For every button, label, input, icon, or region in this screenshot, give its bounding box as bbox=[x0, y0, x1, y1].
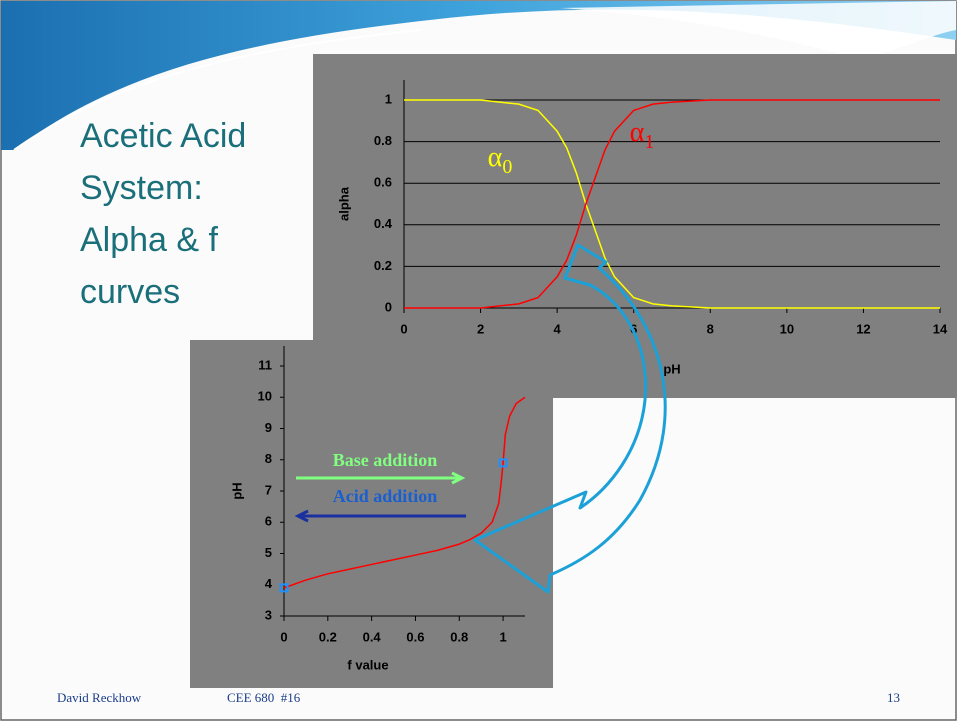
y-tick-label: 8 bbox=[265, 451, 272, 466]
y-tick-label: 7 bbox=[265, 482, 272, 497]
slide: Acetic Acid System: Alpha & f curves 0 0.2 0.… bbox=[0, 0, 957, 721]
x-tick-label: 0.2 bbox=[319, 629, 337, 644]
y-tick-label: 0.4 bbox=[374, 216, 393, 231]
y-tick-label: 9 bbox=[265, 420, 272, 435]
title-line: System: bbox=[80, 169, 203, 207]
annotation-symbol: α bbox=[488, 142, 503, 173]
x-tick-label: 0.6 bbox=[406, 629, 424, 644]
title-line: Alpha & f bbox=[80, 221, 219, 259]
x-tick-label: 10 bbox=[780, 321, 794, 336]
y-tick-label: 5 bbox=[265, 545, 272, 560]
x-tick-label: 0 bbox=[400, 321, 407, 336]
annotation-symbol: α bbox=[630, 117, 645, 148]
y-axis-label: pH bbox=[229, 482, 244, 499]
x-tick-label: 12 bbox=[856, 321, 870, 336]
footer-author: David Reckhow bbox=[57, 690, 142, 705]
x-tick-label: 4 bbox=[554, 321, 562, 336]
annotation-subscript: 0 bbox=[502, 156, 512, 178]
y-tick-label: 11 bbox=[258, 357, 272, 372]
x-tick-label: 1 bbox=[499, 629, 506, 644]
y-tick-label: 4 bbox=[265, 576, 273, 591]
y-tick-label: 1 bbox=[385, 91, 392, 106]
x-tick-label: 8 bbox=[707, 321, 714, 336]
chart: 3 4 5 6 7 8 9 10 11 0 0.2 0.4 0.6 0.8 1 f value pH Base a… bbox=[190, 340, 553, 688]
y-tick-label: 6 bbox=[265, 514, 272, 529]
x-axis-label: pH bbox=[663, 361, 680, 376]
y-tick-label: 0.2 bbox=[374, 258, 392, 273]
x-tick-label: 2 bbox=[477, 321, 484, 336]
x-tick-label: 0.4 bbox=[363, 629, 382, 644]
annotation: Base addition bbox=[333, 450, 438, 470]
x-axis-label: f value bbox=[347, 657, 388, 672]
y-tick-label: 0.8 bbox=[374, 133, 392, 148]
annotation-subscript: 1 bbox=[644, 131, 654, 153]
x-tick-label: 14 bbox=[933, 321, 948, 336]
title-line: curves bbox=[80, 273, 180, 311]
y-tick-label: 0.6 bbox=[374, 175, 392, 190]
page-number: 13 bbox=[887, 690, 900, 705]
y-tick-label: 3 bbox=[265, 607, 272, 622]
y-tick-label: 10 bbox=[258, 389, 272, 404]
x-tick-label: 0 bbox=[280, 629, 287, 644]
annotation: Acid addition bbox=[333, 486, 438, 506]
y-axis-label: alpha bbox=[336, 186, 351, 221]
y-tick-label: 0 bbox=[385, 299, 392, 314]
title-line: Acetic Acid bbox=[80, 117, 246, 155]
x-tick-label: 0.8 bbox=[450, 629, 468, 644]
footer-course: CEE 680 #16 bbox=[227, 690, 301, 705]
page: {"slide": {"title_lines": ["Acetic Acid"… bbox=[0, 0, 957, 721]
